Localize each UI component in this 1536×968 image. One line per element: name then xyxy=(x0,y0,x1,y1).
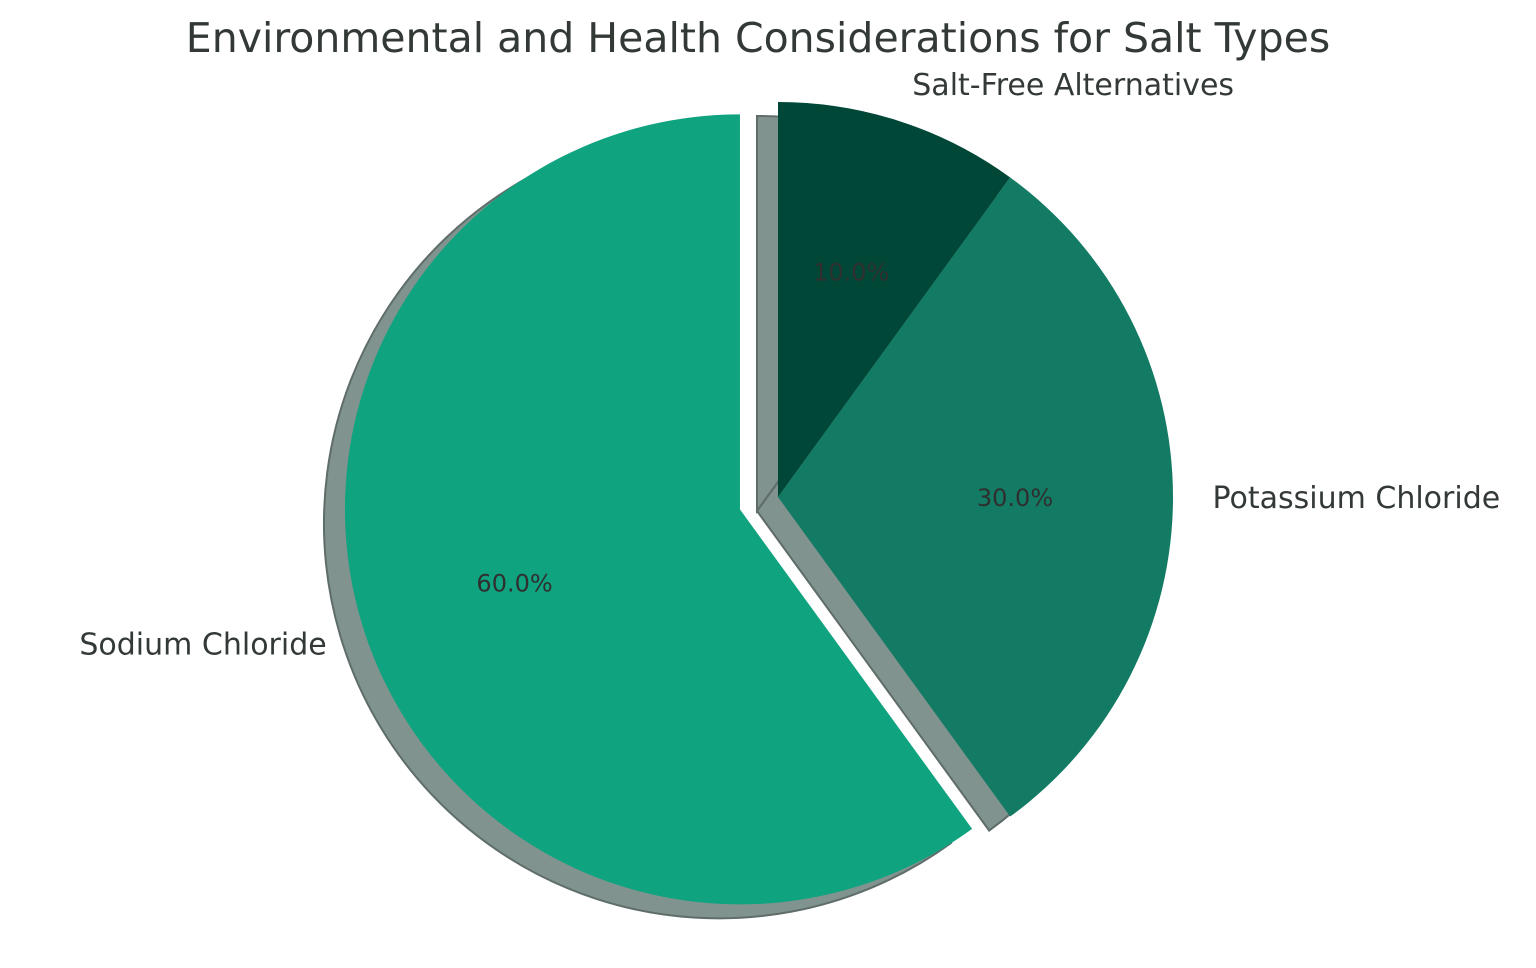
slice-percent-potassium-chloride: 30.0% xyxy=(977,484,1053,512)
slice-label-potassium-chloride: Potassium Chloride xyxy=(1213,481,1501,516)
slice-percent-sodium-chloride: 60.0% xyxy=(476,570,552,598)
chart-title: Environmental and Health Considerations … xyxy=(186,14,1330,62)
pie-slice-salt-free-alternatives xyxy=(778,102,1011,497)
pie-slice-layer xyxy=(344,102,1173,905)
pie-slice-sodium-chloride xyxy=(344,114,973,905)
slice-label-salt-free-alternatives: Salt-Free Alternatives xyxy=(912,68,1234,103)
slice-label-sodium-chloride: Sodium Chloride xyxy=(79,628,326,663)
slice-percent-salt-free-alternatives: 10.0% xyxy=(813,259,889,287)
pie-slice-potassium-chloride xyxy=(778,177,1173,817)
pie-text-layer: Salt-Free Alternatives 10.0% Potassium Chl… xyxy=(79,68,1500,663)
